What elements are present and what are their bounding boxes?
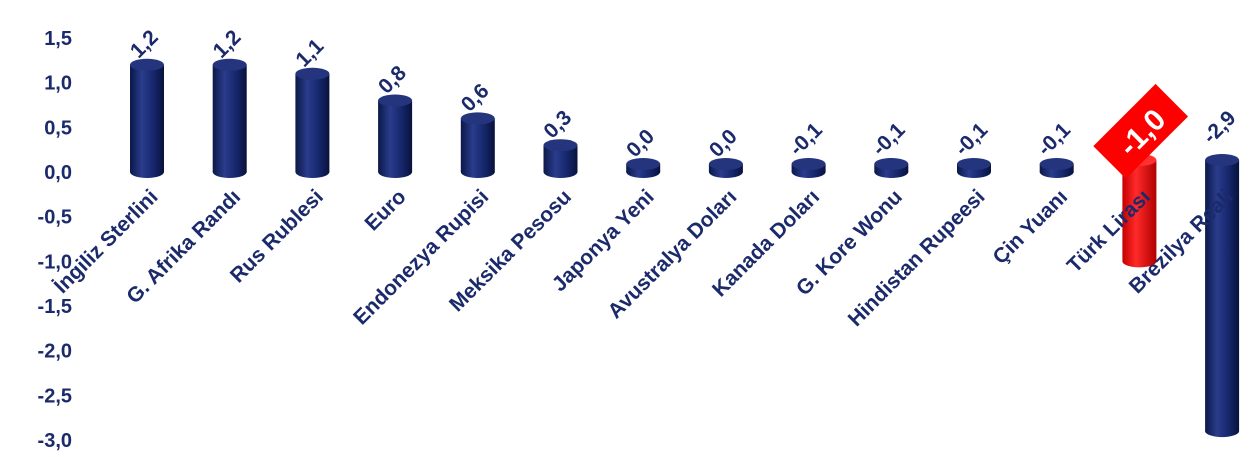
y-tick-label: 0,5 [44,117,72,139]
bar-body [1205,160,1240,432]
bar-top-cap [957,158,991,170]
y-tick-label: 1,5 [44,28,72,50]
bar [1122,154,1157,268]
y-tick-label: -1,0 [38,251,72,273]
bar-top-cap [1205,154,1240,166]
bar [626,158,661,178]
value-label: -0,1 [1033,118,1075,160]
bar [1205,154,1240,438]
bar [543,139,578,178]
y-tick-label: 1,0 [44,73,72,95]
y-tick-label: -1,5 [38,296,72,318]
y-tick-label: 0,0 [44,162,72,184]
category-label: Çin Yuanı [989,185,1073,269]
bar [130,58,164,178]
bar-top-cap [130,58,164,71]
bar-top-cap [212,58,247,71]
value-label: 1,2 [126,26,163,63]
bar-body [460,118,495,172]
bar [708,158,743,178]
bar-top-cap [708,158,743,170]
y-tick-label: -3,0 [38,430,72,452]
value-label: 0,8 [374,61,411,98]
value-label: 0,3 [539,106,576,143]
bar [791,158,826,178]
bar-bottom-cap [378,166,413,178]
bar-body [378,100,413,172]
bar-body [295,73,330,172]
bar-top-cap [543,139,578,152]
bar [460,112,495,178]
bar [212,58,247,178]
bars [130,58,1240,438]
value-label: 1,2 [209,26,246,63]
bar-body [212,64,247,172]
category-label: Euro [361,185,411,235]
bar-bottom-cap [460,166,495,178]
value-label: 1,1 [291,34,328,71]
bar-top-cap [1039,158,1074,170]
y-tick-label: -2,0 [38,341,72,363]
bar-top-cap [626,158,661,170]
bar-bottom-cap [212,166,247,178]
bar [295,67,330,178]
bar-top-cap [295,67,330,80]
value-label: -0,1 [950,118,992,160]
value-label: 0,0 [622,125,659,162]
highlight-value-box [1093,83,1189,179]
bar [957,158,991,178]
bar [874,158,909,178]
bar-top-cap [460,112,495,125]
bar [378,94,413,178]
bar-body [1122,160,1157,262]
bar-top-cap [378,94,413,107]
value-label: -2,9 [1199,106,1241,148]
value-label: -0,1 [785,118,827,160]
bar-top-cap [874,158,909,170]
y-tick-label: -2,5 [38,385,72,407]
value-label: -0,1 [868,118,910,160]
bar-body [130,64,164,172]
bar-bottom-cap [295,166,330,178]
category-label: Hindistan Rupeesi [844,185,990,331]
bar-top-cap [791,158,826,170]
category-label: Endonezya Rupisi [349,185,493,329]
bar [1039,158,1074,178]
value-label: 0,6 [457,79,494,116]
bar-bottom-cap [1205,425,1240,438]
y-tick-label: -0,5 [38,207,72,229]
y-axis-ticks: 1,5 1,0 0,5 0,0 -0,5 -1,0 -1,5 -2,0 -2,5 -3,0 [38,28,72,452]
bar-bottom-cap [1122,255,1157,268]
value-label: 0,0 [705,125,742,162]
value-labels: 1,2 1,2 1,1 0,8 0,6 0,3 0,0 0,0 -0,1 -0,1 -0,1 -0,1… [126,26,1240,179]
bar-bottom-cap [543,166,578,178]
bar-bottom-cap [130,166,164,178]
